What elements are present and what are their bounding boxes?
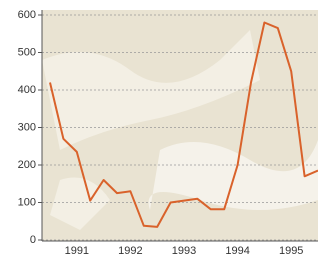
chart: 0 100 200 300 400 500 600 1991 1992 1993 1994 1995 (0, 0, 318, 256)
y-tick-label: 400 (18, 84, 36, 96)
x-tick-label: 1994 (225, 245, 249, 256)
x-tick-label: 1991 (65, 245, 89, 256)
y-tick-label: 600 (18, 9, 36, 21)
y-tick-label: 500 (18, 46, 36, 58)
x-tick-label: 1993 (172, 245, 196, 256)
x-tick-label: 1995 (279, 245, 303, 256)
y-tick-label: 300 (18, 121, 36, 133)
x-tick-label: 1992 (118, 245, 142, 256)
map-background (42, 10, 318, 241)
y-tick-label: 100 (18, 196, 36, 208)
y-tick-label: 200 (18, 159, 36, 171)
page: {"chart_data": {"type": "line", "x": [19… (0, 0, 318, 256)
y-tick-label: 0 (30, 234, 36, 246)
